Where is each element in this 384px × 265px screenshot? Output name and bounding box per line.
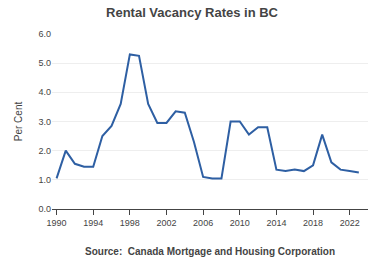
svg-text:Rental Vacancy Rates in BC: Rental Vacancy Rates in BC <box>106 5 279 20</box>
svg-text:2010: 2010 <box>230 218 250 228</box>
svg-text:2014: 2014 <box>266 218 286 228</box>
svg-text:6.0: 6.0 <box>38 29 51 39</box>
svg-text:1998: 1998 <box>120 218 140 228</box>
svg-text:2.0: 2.0 <box>38 146 51 156</box>
svg-text:2006: 2006 <box>193 218 213 228</box>
svg-text:5.0: 5.0 <box>38 58 51 68</box>
svg-text:1.0: 1.0 <box>38 175 51 185</box>
svg-text:Source: Canada Mortgage and H: Source: Canada Mortgage and Housing Corp… <box>85 246 335 257</box>
svg-text:1990: 1990 <box>47 218 67 228</box>
svg-text:3.0: 3.0 <box>38 117 51 127</box>
svg-text:2018: 2018 <box>303 218 323 228</box>
svg-text:1994: 1994 <box>83 218 103 228</box>
svg-text:2022: 2022 <box>340 218 360 228</box>
svg-text:Per Cent: Per Cent <box>13 102 24 142</box>
svg-text:0.0: 0.0 <box>38 204 51 214</box>
svg-text:2002: 2002 <box>156 218 176 228</box>
svg-text:4.0: 4.0 <box>38 87 51 97</box>
